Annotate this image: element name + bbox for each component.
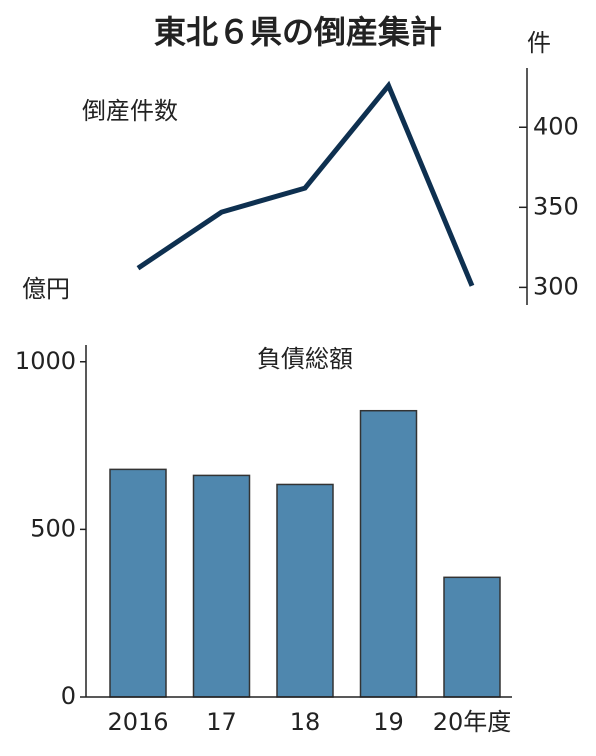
axis-unit: 件 xyxy=(527,29,551,57)
series-label: 倒産件数 xyxy=(82,97,178,125)
bar xyxy=(359,409,418,698)
x-tick-label: 18 xyxy=(290,708,321,736)
bar xyxy=(276,483,334,698)
y-tick-label: 500 xyxy=(30,514,76,542)
x-tick-label: 20年度 xyxy=(433,708,512,736)
bar xyxy=(109,468,167,698)
y-tick-label: 400 xyxy=(533,112,579,140)
x-tick-label: 17 xyxy=(206,708,237,736)
chart-title: 東北６県の倒産集計 xyxy=(154,13,442,51)
y-tick-label: 1000 xyxy=(15,347,76,375)
y-tick-label: 300 xyxy=(533,272,579,300)
line xyxy=(136,80,475,287)
bar xyxy=(443,576,501,698)
bar xyxy=(192,474,251,698)
series-label: 負債総額 xyxy=(257,345,353,373)
y-tick-label: 0 xyxy=(61,682,76,710)
x-tick-label: 19 xyxy=(373,708,404,736)
y-tick-label: 350 xyxy=(533,192,579,220)
x-tick-label: 2016 xyxy=(107,708,168,736)
axis-unit: 億円 xyxy=(22,275,70,303)
